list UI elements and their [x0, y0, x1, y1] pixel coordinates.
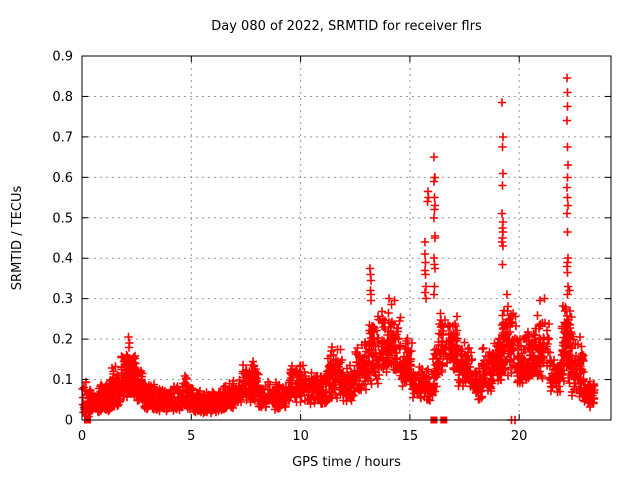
x-tick-label: 20: [511, 429, 528, 444]
y-tick-label: 0: [65, 414, 73, 429]
y-tick-label: 0.1: [52, 373, 73, 388]
x-tick-label: 5: [187, 429, 195, 444]
y-tick-label: 0.4: [52, 252, 73, 267]
y-tick-label: 0.7: [52, 130, 73, 145]
x-tick-label: 15: [402, 429, 419, 444]
y-axis-label: SRMTID / TECUs: [10, 186, 25, 291]
y-tick-label: 0.6: [52, 171, 73, 186]
y-tick-labels: 0 0.1 0.2 0.3 0.4 0.5 0.6 0.7 0.8 0.9: [52, 50, 73, 429]
y-tick-label: 0.5: [52, 211, 73, 226]
y-tick-label: 0.2: [52, 333, 73, 348]
x-tick-label: 0: [78, 429, 86, 444]
y-tick-label: 0.9: [52, 50, 73, 65]
x-tick-labels: 0 5 10 15 20: [78, 429, 528, 444]
plot-border: [81, 55, 612, 421]
axis-ticks: [81, 55, 611, 421]
chart-title: Day 080 of 2022, SRMTID for receiver flr…: [211, 19, 482, 34]
x-tick-label: 10: [292, 429, 309, 444]
x-axis-label: GPS time / hours: [292, 455, 401, 470]
y-tick-label: 0.8: [52, 90, 73, 105]
y-tick-label: 0.3: [52, 292, 73, 307]
